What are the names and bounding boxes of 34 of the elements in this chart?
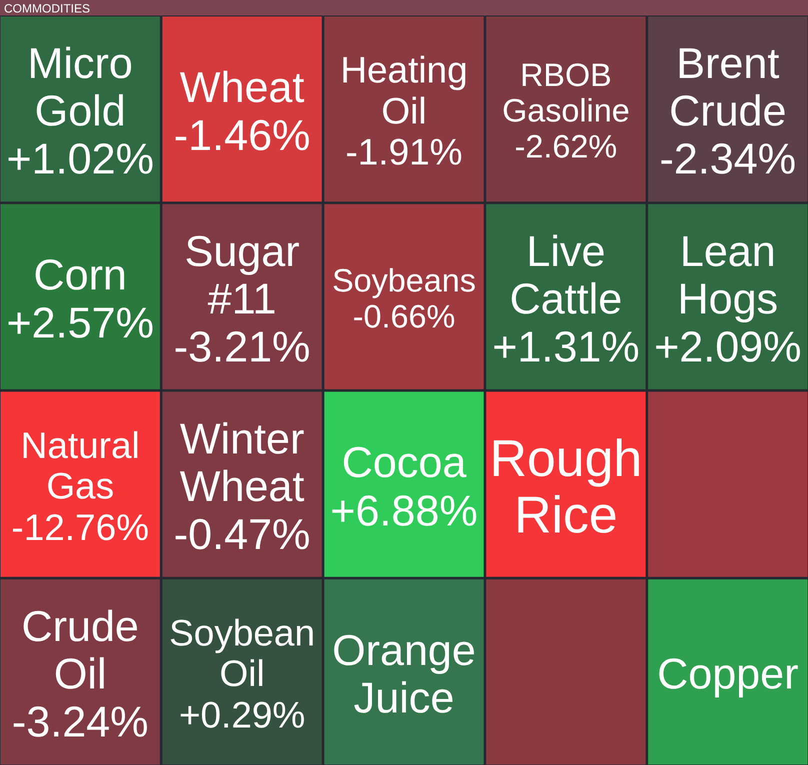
data-label: -0.47% (174, 510, 310, 559)
category-label: Lean Hogs (677, 228, 778, 324)
data-label: +1.02% (6, 136, 154, 184)
category-label: Corn (33, 252, 127, 300)
category-label: Crude Oil (21, 603, 139, 699)
data-label: +2.57% (6, 300, 154, 348)
category-label: Rough Rice (490, 428, 642, 544)
category-label: Natural Gas (20, 424, 140, 507)
data-label: -2.34% (660, 136, 796, 184)
data-label: -0.66% (352, 298, 456, 334)
category-label: Cocoa (342, 439, 466, 488)
category-label: RBOB Gasoline (502, 56, 630, 129)
text: COMMODITIES (4, 2, 90, 16)
category-label: Winter Wheat (180, 415, 304, 511)
data-label: +2.09% (654, 323, 802, 372)
data-label: -3.24% (12, 698, 148, 747)
data-label: -1.91% (345, 132, 463, 172)
data-label: +0.29% (178, 694, 306, 736)
category-label: Brent Crude (669, 40, 787, 136)
data-label: -2.62% (514, 128, 618, 165)
category-label: Micro Gold (28, 40, 133, 136)
data-label: +1.31% (492, 323, 640, 372)
category-label: Copper (657, 650, 798, 699)
data-label: -1.46% (174, 112, 310, 160)
data-label: -12.76% (11, 506, 149, 548)
category-label: Sugar #11 (184, 228, 300, 324)
category-label: Soybean Oil (169, 612, 316, 694)
category-label: Wheat (180, 64, 304, 112)
category-label: Soybeans (332, 262, 476, 298)
data-label: -3.21% (174, 323, 310, 372)
data-label: +6.88% (330, 487, 478, 536)
category-label: Live Cattle (510, 228, 622, 324)
category-label: Orange Juice (332, 626, 476, 722)
category-label: Heating Oil (340, 50, 468, 132)
